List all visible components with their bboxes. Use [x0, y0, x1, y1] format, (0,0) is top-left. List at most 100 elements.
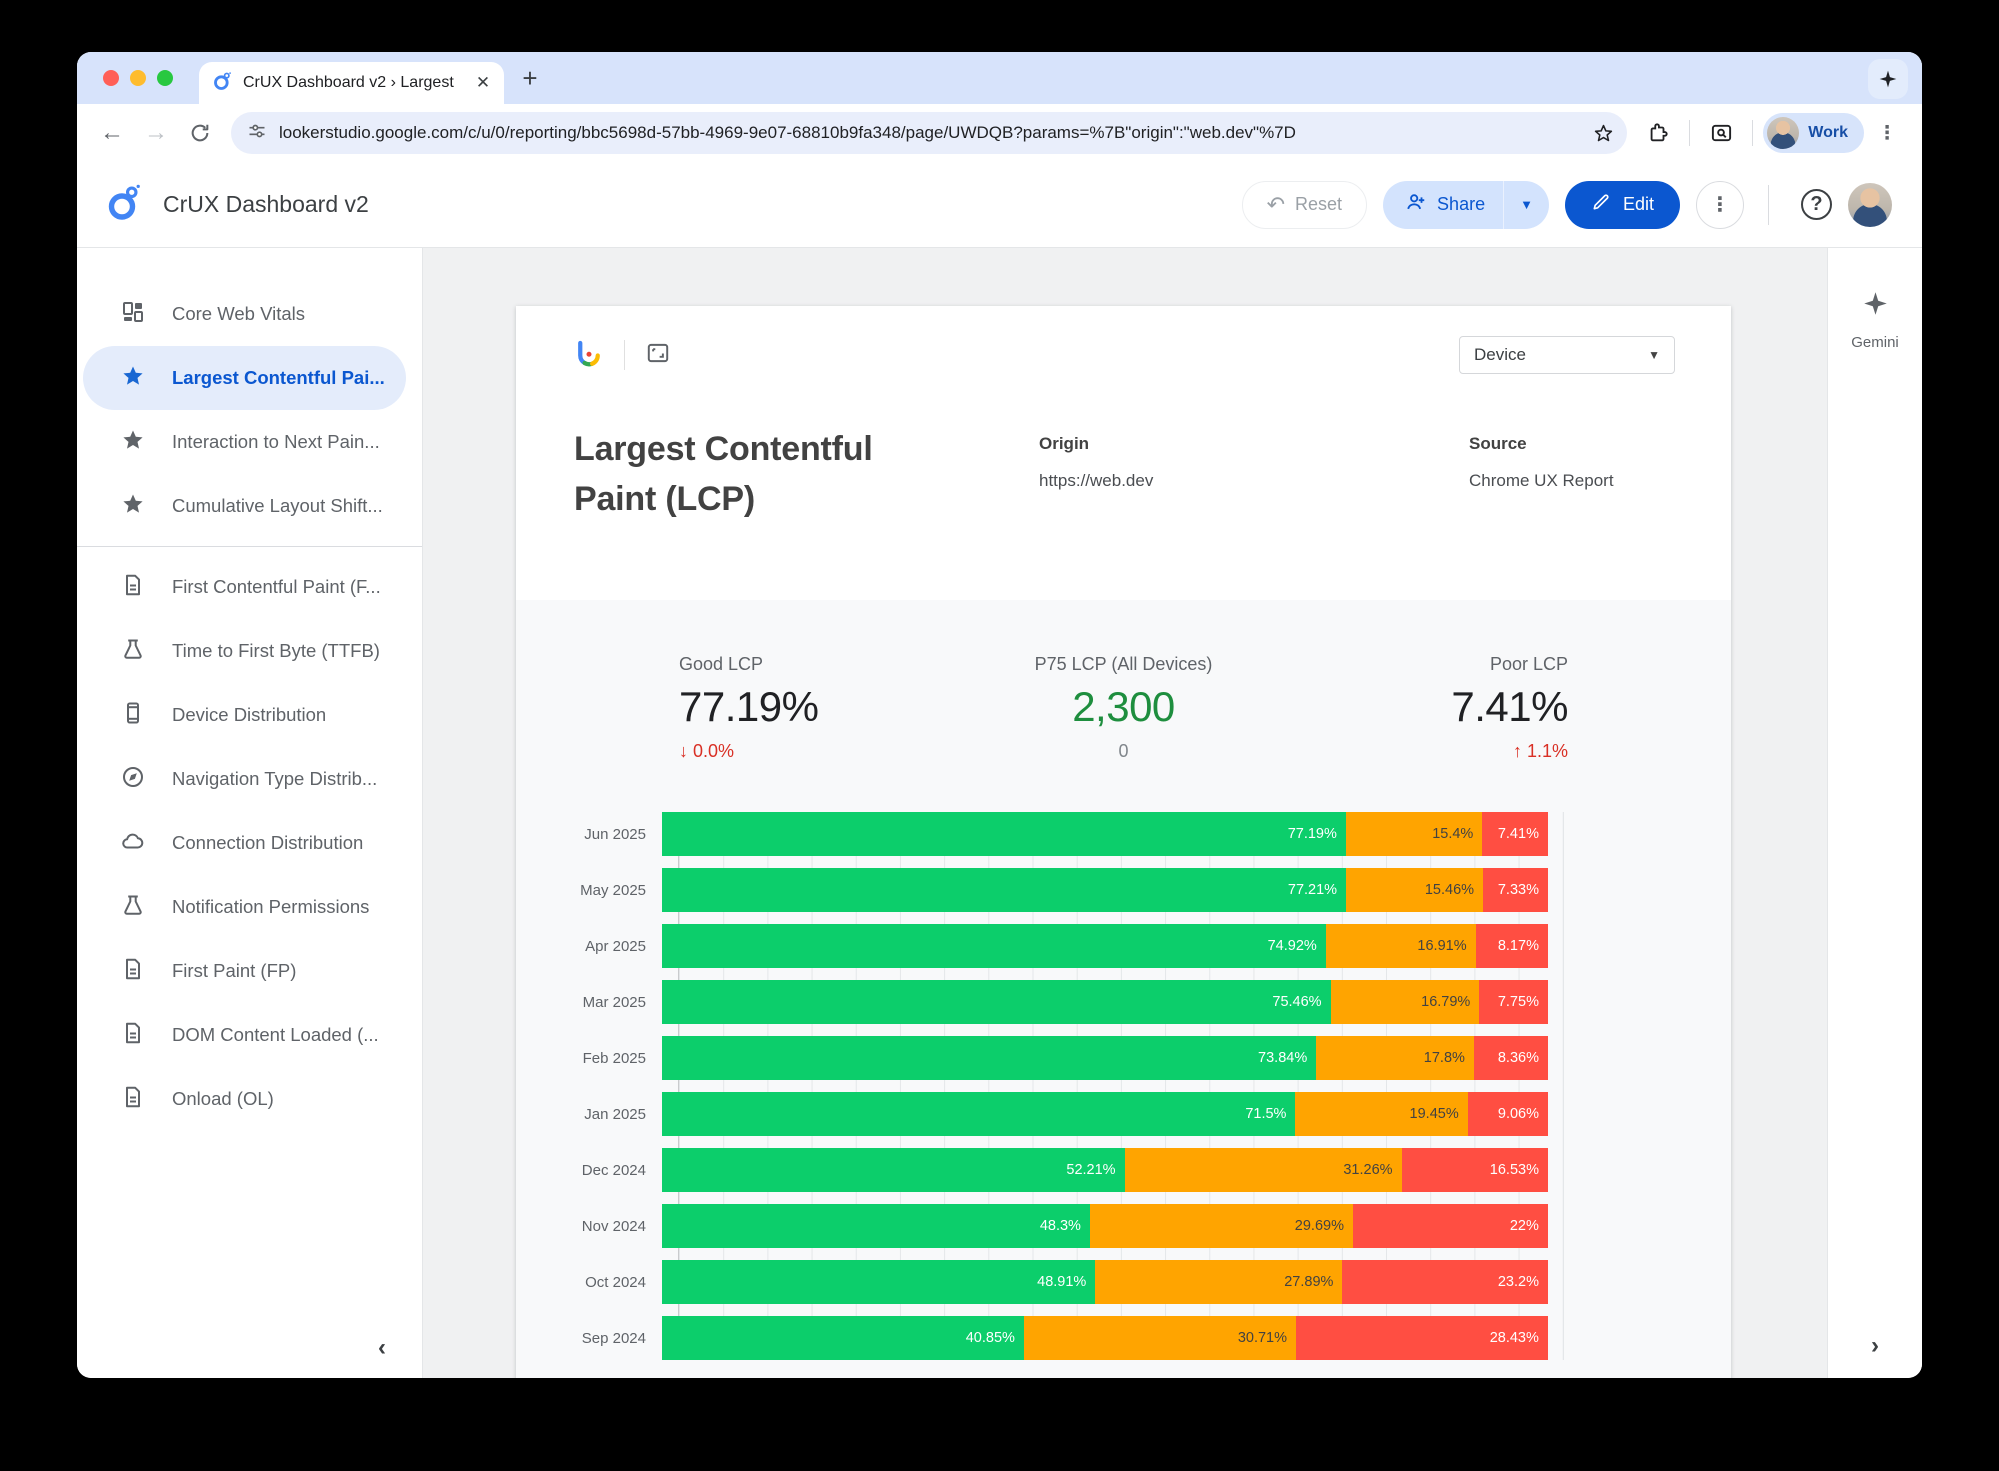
stacked-bar[interactable]: 48.91% 27.89% 23.2% — [662, 1260, 1548, 1304]
new-tab-button[interactable]: + — [522, 62, 538, 93]
bar-segment-good[interactable]: 48.91% — [662, 1260, 1096, 1304]
help-icon[interactable]: ? — [1801, 189, 1832, 220]
bar-segment-needs-improvement[interactable]: 31.26% — [1124, 1148, 1402, 1192]
bar-segment-good[interactable]: 71.5% — [662, 1092, 1296, 1136]
bar-segment-good[interactable]: 73.84% — [662, 1036, 1317, 1080]
crux-logo-icon — [107, 182, 143, 227]
account-avatar[interactable] — [1848, 182, 1892, 227]
minimize-window-button[interactable] — [130, 70, 146, 86]
sidebar-item[interactable]: Connection Distribution — [77, 811, 422, 875]
bar-segment-needs-improvement[interactable]: 16.91% — [1325, 924, 1476, 968]
scorecard-label: Poor LCP — [1489, 654, 1568, 674]
chart-row-category: Jan 2025 — [584, 1105, 646, 1123]
stacked-bar[interactable]: 71.5% 19.45% 9.06% — [662, 1092, 1548, 1136]
stacked-bar[interactable]: 75.46% 16.79% 7.75% — [662, 980, 1548, 1024]
url-bar[interactable]: lookerstudio.google.com/c/u/0/reporting/… — [231, 112, 1628, 154]
tab-close-icon[interactable]: ✕ — [475, 73, 491, 92]
bar-segment-needs-improvement[interactable]: 17.8% — [1316, 1036, 1474, 1080]
reload-icon[interactable] — [179, 112, 221, 154]
scorecard-value: 7.41% — [1451, 683, 1568, 730]
bar-segment-poor[interactable]: 7.41% — [1482, 812, 1548, 856]
bar-segment-good[interactable]: 48.3% — [662, 1204, 1090, 1248]
device-filter-dropdown[interactable]: Device ▼ — [1459, 336, 1675, 374]
sidebar-item[interactable]: Onload (OL) — [77, 1067, 422, 1131]
bar-segment-poor[interactable]: 8.17% — [1475, 924, 1548, 968]
bar-segment-good[interactable]: 74.92% — [662, 924, 1326, 968]
chart-row: Oct 2024 48.91% 27.89% 23.2% — [516, 1260, 1731, 1304]
bar-segment-poor[interactable]: 28.43% — [1296, 1316, 1548, 1360]
stacked-bar[interactable]: 40.85% 30.71% 28.43% — [662, 1316, 1548, 1360]
bookmark-star-icon[interactable] — [1585, 115, 1621, 151]
share-dropdown-caret-icon[interactable]: ▼ — [1520, 197, 1533, 212]
bar-segment-good[interactable]: 77.21% — [662, 868, 1347, 912]
bar-segment-needs-improvement[interactable]: 30.71% — [1023, 1316, 1296, 1360]
bar-segment-poor[interactable]: 7.33% — [1483, 868, 1548, 912]
sidebar-item[interactable]: Notification Permissions — [77, 875, 422, 939]
chart-row: Sep 2024 40.85% 30.71% 28.43% — [516, 1316, 1731, 1360]
bar-segment-good[interactable]: 77.19% — [662, 812, 1346, 856]
share-split-divider — [1503, 180, 1505, 229]
sidebar-item[interactable]: Cumulative Layout Shift... — [77, 474, 422, 538]
next-page-chevron-icon[interactable]: › — [1871, 1332, 1879, 1359]
bar-segment-poor[interactable]: 8.36% — [1473, 1036, 1548, 1080]
sidebar-item[interactable]: Largest Contentful Pai... — [83, 346, 406, 410]
bar-segment-needs-improvement[interactable]: 27.89% — [1095, 1260, 1343, 1304]
close-window-button[interactable] — [103, 70, 119, 86]
chart-row: Nov 2024 48.3% 29.69% 22% — [516, 1204, 1731, 1248]
site-settings-icon[interactable] — [247, 121, 267, 146]
sidebar-item[interactable]: DOM Content Loaded (... — [77, 1003, 422, 1067]
stacked-bar[interactable]: 48.3% 29.69% 22% — [662, 1204, 1548, 1248]
stacked-bar[interactable]: 52.21% 31.26% 16.53% — [662, 1148, 1548, 1192]
extensions-icon[interactable] — [1637, 112, 1679, 154]
bar-segment-poor[interactable]: 9.06% — [1467, 1092, 1548, 1136]
source-value: Chrome UX Report — [1469, 471, 1614, 490]
bar-segment-poor[interactable]: 23.2% — [1342, 1260, 1548, 1304]
chart-row: Mar 2025 75.46% 16.79% 7.75% — [516, 980, 1731, 1024]
gemini-sparkle-icon[interactable] — [1862, 290, 1889, 322]
bar-segment-needs-improvement[interactable]: 29.69% — [1089, 1204, 1353, 1248]
chart-x-axis: 0% 10% 20% 30% 40% 50% 60% 70% 80% 90% 100% — [668, 1372, 1582, 1378]
bar-segment-poor[interactable]: 16.53% — [1401, 1148, 1548, 1192]
bar-segment-good[interactable]: 75.46% — [662, 980, 1331, 1024]
chart-row: Jun 2025 77.19% 15.4% 7.41% — [516, 812, 1731, 856]
bar-segment-poor[interactable]: 7.75% — [1479, 980, 1548, 1024]
url-text[interactable]: lookerstudio.google.com/c/u/0/reporting/… — [279, 123, 1296, 142]
chart-row-category: May 2025 — [580, 881, 646, 899]
back-icon[interactable]: ← — [100, 119, 124, 146]
scorecard: Poor LCP 7.41% ↑ 1.1% — [1272, 654, 1568, 762]
bar-segment-needs-improvement[interactable]: 19.45% — [1295, 1092, 1468, 1136]
sidebar-item[interactable]: Time to First Byte (TTFB) — [77, 619, 422, 683]
collapse-sidebar-chevron-icon[interactable]: ‹ — [378, 1334, 386, 1361]
profile-chip[interactable]: Work — [1763, 113, 1864, 153]
sidebar-item[interactable]: First Contentful Paint (F... — [77, 555, 422, 619]
sidebar-item[interactable]: Navigation Type Distrib... — [77, 747, 422, 811]
x-axis-tick: 40% — [1018, 1376, 1046, 1378]
browser-menu-kebab-icon[interactable]: ⋮ — [1877, 122, 1897, 144]
bar-segment-good[interactable]: 52.21% — [662, 1148, 1125, 1192]
edit-button[interactable]: Edit — [1564, 180, 1680, 229]
chart-row-category: Jun 2025 — [584, 825, 646, 843]
sidebar-item[interactable]: First Paint (FP) — [77, 939, 422, 1003]
reset-button[interactable]: ↶ Reset — [1241, 180, 1368, 229]
report-card: Device ▼ Largest Contentful Paint (LCP) … — [516, 306, 1731, 1378]
stacked-bar[interactable]: 73.84% 17.8% 8.36% — [662, 1036, 1548, 1080]
browser-tab[interactable]: CrUX Dashboard v2 › Largest ✕ — [199, 62, 504, 104]
stacked-bar[interactable]: 74.92% 16.91% 8.17% — [662, 924, 1548, 968]
bar-segment-good[interactable]: 40.85% — [662, 1316, 1024, 1360]
tab-search-icon[interactable] — [1700, 112, 1742, 154]
more-options-kebab-icon[interactable]: ⋮ — [1696, 180, 1744, 229]
sidebar-item[interactable]: Core Web Vitals — [77, 282, 422, 346]
bar-segment-needs-improvement[interactable]: 15.46% — [1346, 868, 1484, 912]
sidebar-item[interactable]: Device Distribution — [77, 683, 422, 747]
forward-icon[interactable]: → — [144, 119, 168, 146]
scorecard-label: P75 LCP (All Devices) — [1034, 654, 1213, 674]
stacked-bar[interactable]: 77.21% 15.46% 7.33% — [662, 868, 1548, 912]
share-button[interactable]: Share — [1383, 191, 1503, 218]
maximize-window-button[interactable] — [157, 70, 173, 86]
sidebar-item[interactable]: Interaction to Next Pain... — [77, 410, 422, 474]
bar-segment-needs-improvement[interactable]: 16.79% — [1330, 980, 1480, 1024]
bar-segment-poor[interactable]: 22% — [1352, 1204, 1548, 1248]
stacked-bar[interactable]: 77.19% 15.4% 7.41% — [662, 812, 1548, 856]
tab-organizer-sparkle-icon[interactable] — [1868, 59, 1908, 99]
bar-segment-needs-improvement[interactable]: 15.4% — [1345, 812, 1483, 856]
